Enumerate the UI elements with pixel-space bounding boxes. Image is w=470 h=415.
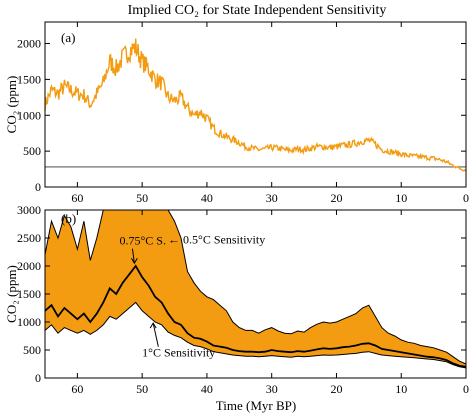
b-ytick-label: 3000 [17, 203, 41, 217]
a-ytick-label: 2000 [17, 37, 41, 51]
panel-a-y-axis-label: CO₂ (ppm) [4, 76, 19, 134]
annotation-arrowhead-one-degree [149, 322, 157, 329]
b-xtick-label: 50 [136, 382, 148, 396]
panel-a-ytick-labels: 0 500 1000 1500 2000 [17, 37, 41, 194]
panel-b-y-axis-label: CO₂ (ppm) [4, 265, 19, 323]
panel-a: Implied CO₂ for State Independent Sensit… [4, 3, 469, 205]
panel-a-frame [44, 21, 467, 188]
panel-b-label: (b) [61, 211, 76, 226]
annotation-arrow-three-quarter [131, 248, 135, 264]
panel-a-ticks [45, 22, 467, 188]
a-ytick-label: 1500 [17, 72, 41, 86]
annotation-arrow-one-degree [152, 323, 159, 347]
a-ytick-label: 0 [35, 180, 41, 194]
b-ytick-label: 1500 [17, 287, 41, 301]
b-xtick-label: 40 [201, 382, 213, 396]
a-xtick-label: 40 [201, 191, 213, 205]
annotation-half-degree: ← 0.5°C Sensitivity [168, 233, 265, 247]
a-ytick-label: 500 [23, 144, 41, 158]
b-ytick-label: 2500 [17, 231, 41, 245]
panel-b-mid-series [44, 264, 467, 368]
a-xtick-label: 60 [71, 191, 83, 205]
panel-b-frame [44, 209, 467, 379]
a-xtick-label: 50 [136, 191, 148, 205]
a-xtick-label: 10 [395, 191, 407, 205]
b-ytick-label: 0 [35, 371, 41, 385]
chart-title: Implied CO₂ for State Independent Sensit… [128, 3, 387, 18]
a-xtick-label: 0 [463, 191, 469, 205]
a-xtick-label: 30 [266, 191, 278, 205]
panel-b-ytick-labels: 0 500 1000 1500 2000 2500 3000 [17, 203, 41, 385]
a-ytick-label: 1000 [17, 108, 41, 122]
panel-b: 0 500 1000 1500 2000 2500 3000 60 50 40 30 20 10 0 (… [4, 203, 469, 413]
annotation-three-quarter-degree: 0.75°C S. [119, 234, 165, 248]
panel-a-xtick-labels: 60 50 40 30 20 10 0 [71, 191, 469, 205]
panel-b-xtick-labels: 60 50 40 30 20 10 0 [71, 382, 469, 396]
b-xtick-label: 10 [395, 382, 407, 396]
b-xtick-label: 0 [463, 382, 469, 396]
b-xtick-label: 60 [71, 382, 83, 396]
a-xtick-label: 20 [330, 191, 342, 205]
annotation-arrowhead-three-quarter [130, 257, 138, 265]
panel-a-label: (a) [61, 30, 75, 45]
b-ytick-label: 500 [23, 343, 41, 357]
b-xtick-label: 30 [266, 382, 278, 396]
panel-a-co2-series [44, 38, 467, 172]
b-ytick-label: 2000 [17, 259, 41, 273]
x-axis-label: Time (Myr BP) [216, 398, 296, 413]
annotation-one-degree: 1°C Sensitivity [142, 346, 215, 360]
b-ytick-label: 1000 [17, 315, 41, 329]
b-xtick-label: 20 [330, 382, 342, 396]
